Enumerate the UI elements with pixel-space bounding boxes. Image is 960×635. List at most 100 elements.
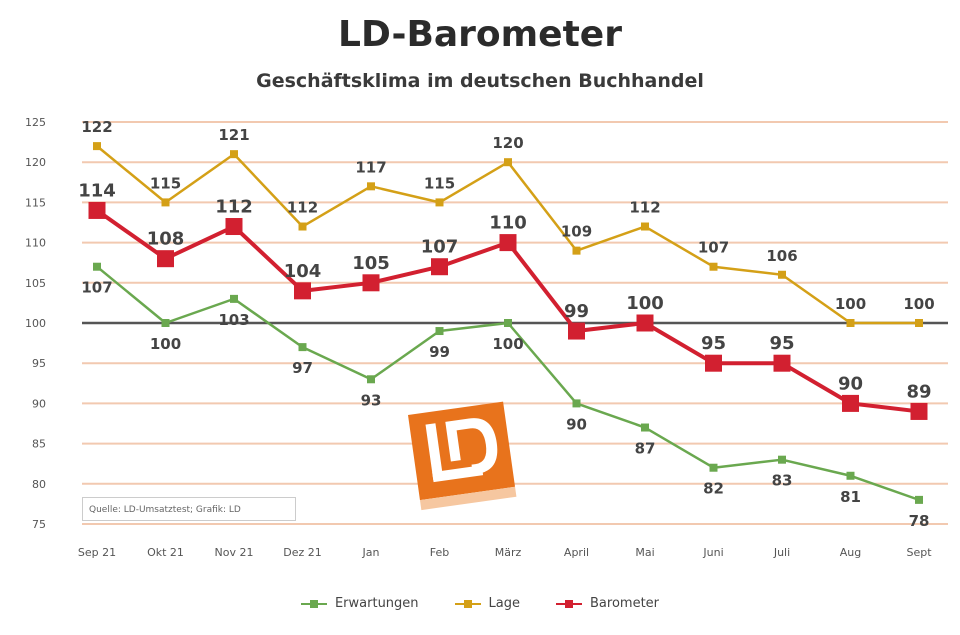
x-tick-label: Aug	[840, 546, 861, 559]
data-label-lage: 115	[424, 174, 455, 192]
point-lage	[230, 150, 238, 159]
x-axis: Sep 21 Okt 21 Nov 21 Dez 21 Jan Feb März April M…	[78, 546, 932, 559]
x-tick-label: Feb	[430, 546, 449, 559]
data-label-lage: 115	[150, 174, 181, 192]
x-tick-label: März	[495, 546, 522, 559]
data-label-erwartungen: 90	[566, 415, 587, 433]
series-barometer	[88, 201, 928, 420]
legend-swatch	[300, 598, 327, 610]
data-label-erwartungen: 78	[909, 512, 930, 530]
point-barometer	[362, 274, 380, 292]
data-label-barometer: 95	[769, 333, 794, 354]
point-lage	[846, 319, 855, 327]
data-label-lage: 120	[492, 134, 523, 152]
x-tick-label: Dez 21	[283, 546, 322, 559]
ld-logo	[408, 401, 517, 511]
x-tick-label: Mai	[635, 546, 654, 559]
data-label-erwartungen: 87	[635, 440, 656, 458]
chart-subtitle: Geschäftsklima im deutschen Buchhandel	[256, 70, 704, 92]
series-layer	[88, 142, 928, 504]
y-tick-label: 95	[32, 357, 46, 370]
y-tick-label: 100	[25, 317, 46, 330]
point-barometer	[773, 354, 791, 372]
data-label-erwartungen: 82	[703, 480, 724, 498]
point-barometer	[157, 250, 174, 268]
data-label-lage: 100	[903, 295, 934, 313]
point-erwartungen	[709, 463, 718, 472]
point-erwartungen	[367, 375, 375, 384]
x-tick-label: Jan	[362, 546, 380, 559]
point-erwartungen	[915, 495, 923, 504]
y-tick-label: 120	[25, 156, 46, 169]
legend-swatch	[556, 598, 583, 610]
point-erwartungen	[572, 399, 581, 408]
point-lage	[93, 142, 101, 151]
data-label-barometer: 89	[906, 381, 931, 402]
legend-item-lage: Lage	[454, 596, 521, 611]
point-barometer	[499, 234, 517, 252]
data-label-barometer: 100	[626, 293, 664, 314]
legend-label: Erwartungen	[334, 596, 419, 611]
point-erwartungen	[504, 319, 512, 327]
data-label-barometer: 110	[489, 213, 527, 234]
point-barometer	[568, 322, 585, 340]
legend-label: Lage	[488, 596, 521, 611]
point-erwartungen	[641, 423, 649, 432]
point-barometer	[225, 218, 243, 236]
y-tick-label: 85	[32, 438, 46, 451]
data-label-lage: 117	[355, 158, 386, 176]
point-lage	[709, 262, 718, 271]
y-axis: 75 80 85 90 95 100 105 110 115 120 125	[25, 116, 46, 531]
data-label-lage: 109	[561, 223, 592, 241]
x-tick-label: Juni	[702, 546, 723, 559]
data-label-lage: 122	[81, 118, 112, 136]
y-tick-label: 75	[32, 518, 46, 531]
point-lage	[161, 198, 170, 207]
x-tick-label: Sep 21	[78, 546, 116, 559]
data-labels: 122 115 121 112 117 115 120 109 112 107 106 100 100 1…	[78, 118, 934, 530]
data-label-barometer: 104	[284, 261, 322, 282]
data-label-erwartungen: 107	[81, 279, 112, 297]
legend: Erwartungen Lage Barometer	[0, 596, 960, 611]
point-lage	[641, 222, 649, 231]
y-tick-label: 115	[25, 196, 46, 209]
grid-layer	[82, 121, 948, 525]
data-label-erwartungen: 99	[429, 343, 450, 361]
point-erwartungen	[778, 455, 786, 464]
x-tick-label: April	[564, 546, 589, 559]
data-label-lage: 112	[629, 199, 660, 217]
data-label-lage: 106	[766, 247, 797, 265]
point-barometer	[431, 258, 448, 276]
point-barometer	[842, 394, 859, 412]
y-tick-label: 105	[25, 277, 46, 290]
data-label-erwartungen: 93	[361, 391, 382, 409]
data-label-erwartungen: 100	[150, 335, 181, 353]
y-tick-label: 110	[25, 237, 46, 250]
data-label-barometer: 105	[352, 253, 390, 274]
point-erwartungen	[435, 327, 444, 336]
legend-label: Barometer	[590, 596, 660, 611]
y-tick-label: 125	[25, 116, 46, 129]
data-label-lage: 112	[287, 199, 318, 217]
point-erwartungen	[93, 262, 101, 271]
data-label-lage: 107	[698, 239, 729, 257]
y-tick-label: 90	[32, 397, 46, 410]
data-label-barometer: 114	[78, 180, 116, 201]
data-label-barometer: 107	[421, 237, 459, 258]
point-barometer	[636, 314, 654, 332]
data-label-barometer: 99	[564, 301, 589, 322]
x-tick-label: Okt 21	[147, 546, 184, 559]
legend-item-erwartungen: Erwartungen	[300, 596, 419, 611]
data-label-barometer: 90	[838, 373, 863, 394]
data-label-barometer: 108	[147, 229, 185, 250]
point-lage	[778, 270, 786, 279]
data-label-barometer: 112	[215, 197, 253, 218]
legend-item-barometer: Barometer	[556, 596, 659, 611]
data-label-barometer: 95	[701, 333, 726, 354]
source-note: Quelle: LD-Umsatztest; Grafik: LD	[82, 497, 296, 521]
series-erwartungen	[93, 262, 923, 504]
data-label-lage: 100	[835, 295, 866, 313]
point-lage	[915, 319, 923, 327]
data-label-erwartungen: 83	[772, 472, 793, 490]
